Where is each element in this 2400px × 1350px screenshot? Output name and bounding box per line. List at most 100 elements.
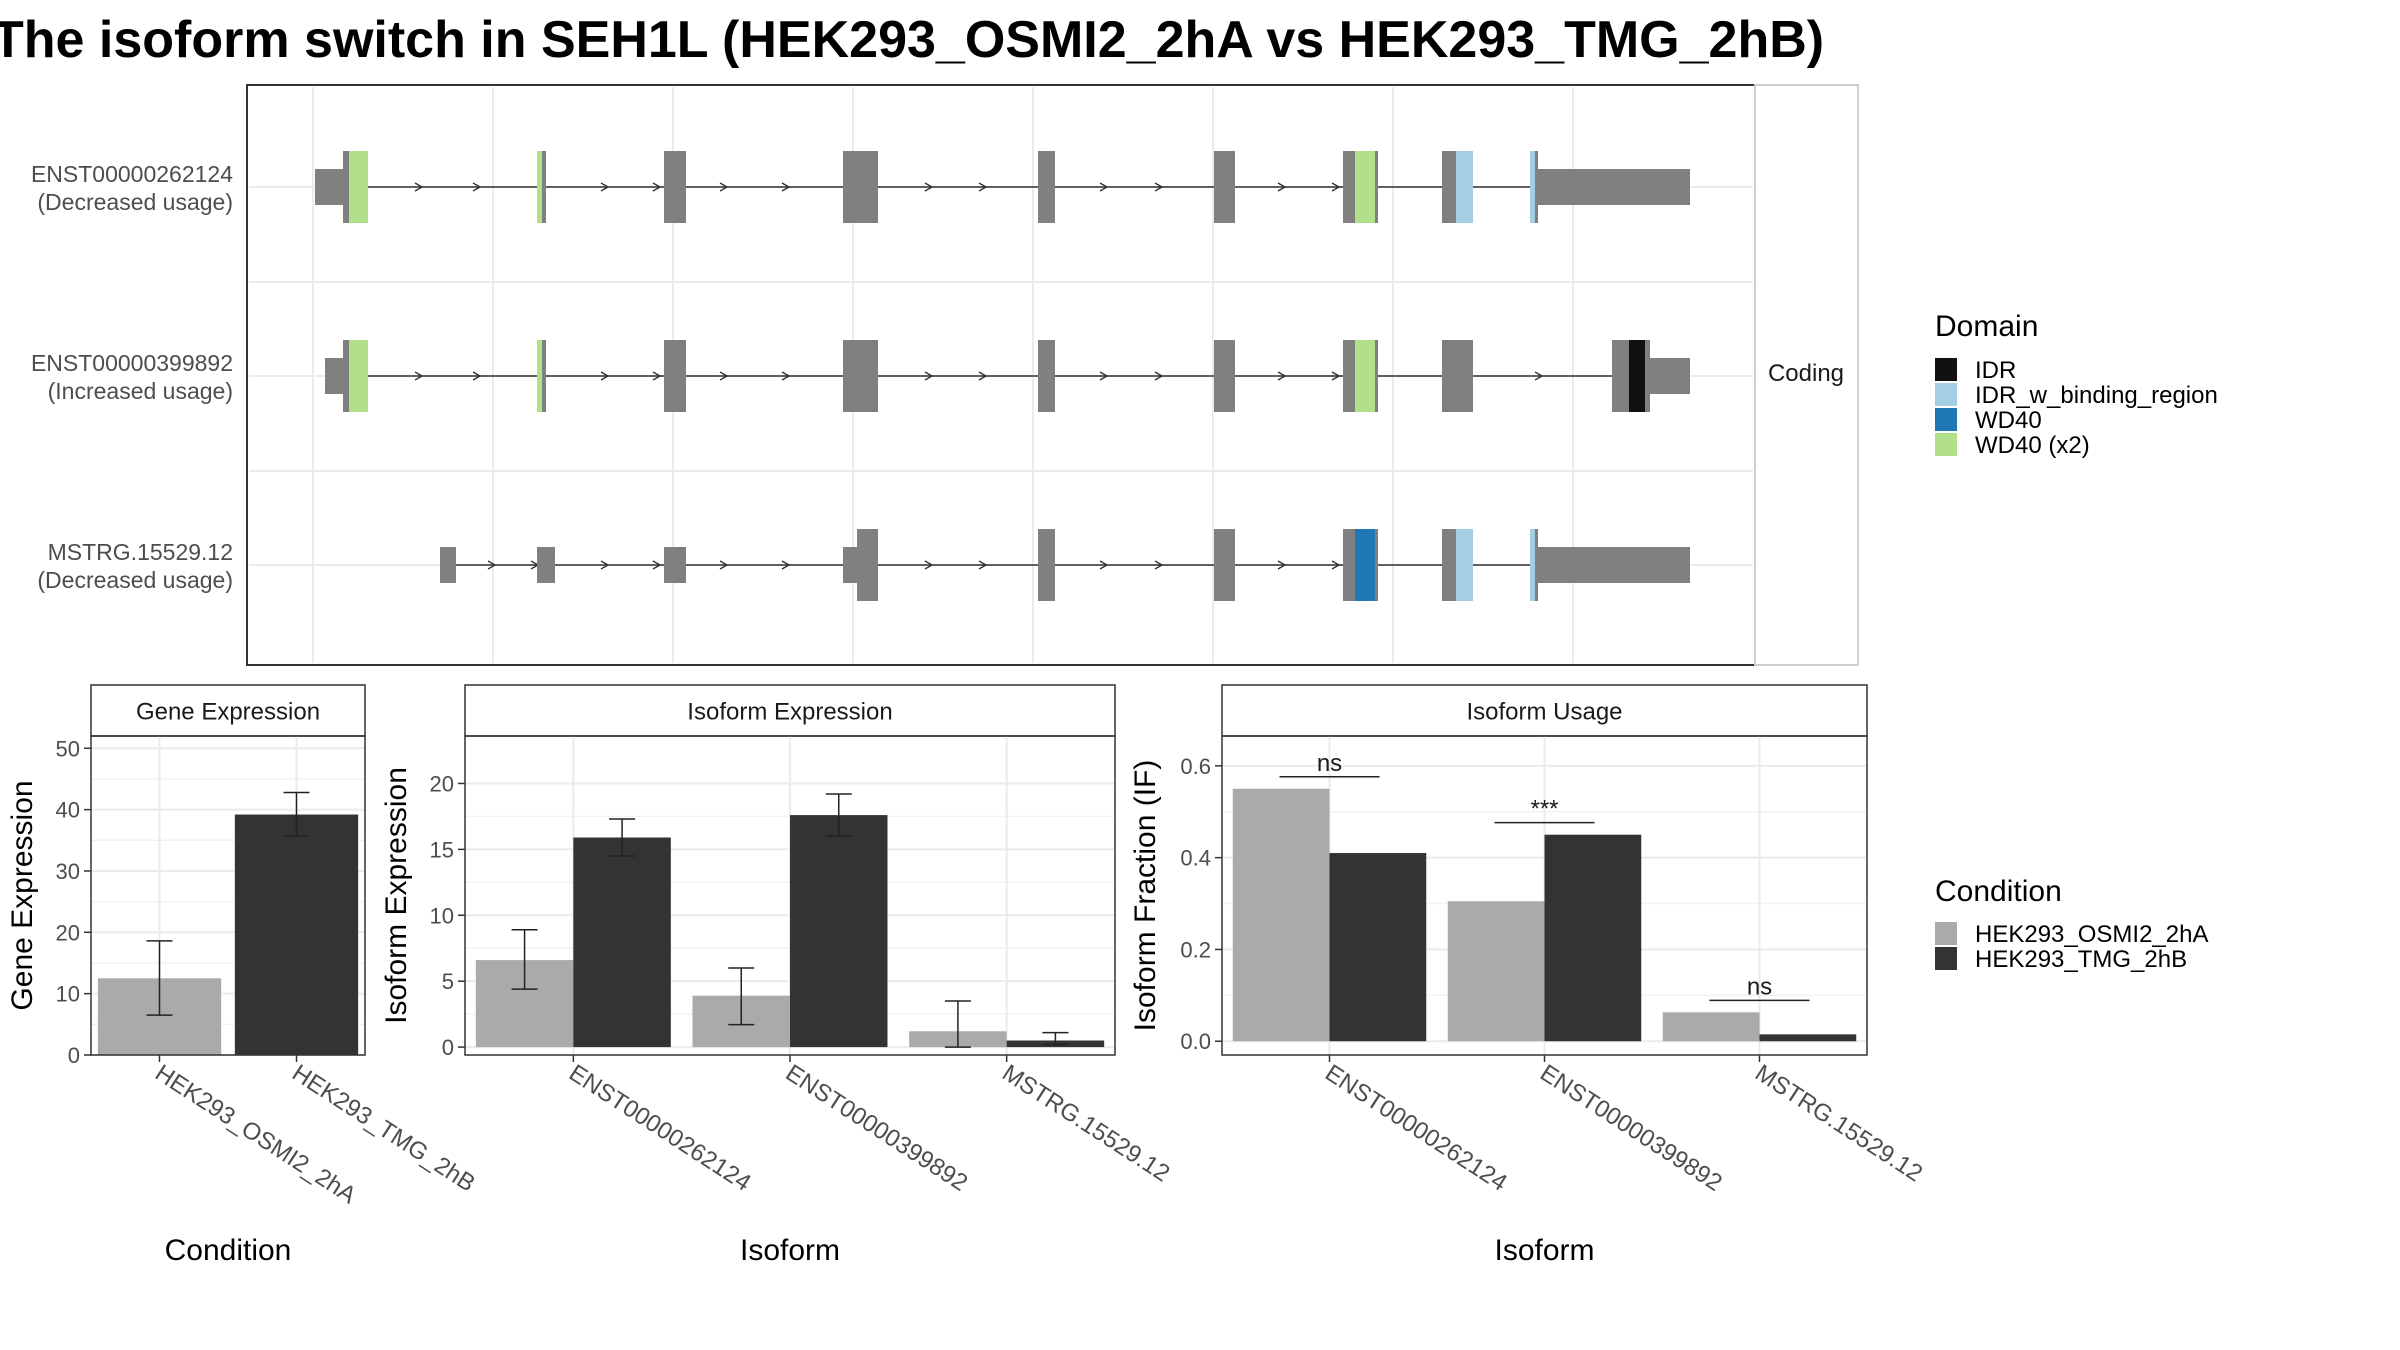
- legend-label: IDR_w_binding_region: [1975, 382, 2218, 409]
- legend-swatch: [1935, 408, 1957, 431]
- intron-arrow: [600, 182, 610, 192]
- y-tick-label: 50: [56, 736, 80, 761]
- intron-arrow: [1277, 560, 1287, 570]
- exon: [843, 340, 878, 412]
- track-usage: (Increased usage): [48, 378, 233, 404]
- y-tick-label: 0.4: [1180, 846, 1211, 871]
- significance-label: ns: [1317, 750, 1342, 777]
- domain-wd40x2: [1355, 151, 1375, 223]
- intron-arrow: [1099, 182, 1109, 192]
- intron-arrow: [1277, 182, 1287, 192]
- intron-arrow: [719, 182, 729, 192]
- exon: [315, 169, 343, 205]
- bar: [790, 815, 888, 1048]
- legend-label: WD40: [1975, 407, 2042, 434]
- bar: [1447, 901, 1545, 1042]
- exon: [1650, 358, 1690, 394]
- intron-arrow: [1099, 371, 1109, 381]
- y-axis-title: Isoform Expression: [380, 767, 413, 1024]
- domain-wd40x2: [349, 340, 368, 412]
- panel-border: [464, 735, 1116, 1056]
- exon: [843, 151, 878, 223]
- panel-strip: [464, 684, 1116, 737]
- intron-arrow: [924, 182, 934, 192]
- track-name: ENST00000262124: [31, 161, 233, 187]
- exon: [440, 547, 456, 583]
- intron-arrow: [414, 371, 424, 381]
- y-tick-label: 30: [56, 859, 80, 884]
- intron-arrow: [1154, 182, 1164, 192]
- exon: [325, 358, 343, 394]
- domain-wd40x2: [349, 151, 368, 223]
- domain-idr_binding: [1456, 151, 1473, 223]
- legend-label: WD40 (x2): [1975, 432, 2090, 459]
- intron-arrow: [487, 560, 497, 570]
- exon: [1442, 340, 1473, 412]
- bar: [1662, 1012, 1760, 1042]
- y-tick-label: 0: [442, 1035, 454, 1060]
- panel-border: [1221, 735, 1868, 1056]
- domain-wd40: [1355, 529, 1375, 601]
- y-tick-label: 5: [442, 969, 454, 994]
- y-tick-label: 40: [56, 798, 80, 823]
- intron-arrow: [600, 371, 610, 381]
- exon: [1214, 340, 1235, 412]
- intron-arrow: [1331, 182, 1341, 192]
- legend-label: IDR: [1975, 357, 2016, 384]
- exon: [537, 547, 555, 583]
- exon: [539, 340, 546, 412]
- intron-arrow: [924, 560, 934, 570]
- y-axis-title: Isoform Fraction (IF): [1129, 760, 1162, 1032]
- y-tick-label: 0: [68, 1043, 80, 1068]
- exon: [664, 547, 686, 583]
- exon: [1538, 169, 1690, 205]
- y-tick-label: 0.6: [1180, 754, 1211, 779]
- exon: [664, 340, 686, 412]
- isoform-usage-panel: Isoform Usage 0.0 0.2 0.4 0.6 ns ENST000002621…: [1129, 684, 1927, 1267]
- track-name: ENST00000399892: [31, 350, 233, 376]
- y-tick-label: 15: [430, 837, 454, 862]
- track-usage: (Decreased usage): [37, 567, 233, 593]
- legend-swatch: [1935, 922, 1957, 945]
- exon: [857, 529, 878, 601]
- bar: [1544, 834, 1642, 1042]
- x-tick-label: MSTRG.15529.12: [1750, 1059, 1927, 1187]
- x-tick-label: MSTRG.15529.12: [997, 1059, 1174, 1187]
- panel-strip: [90, 684, 366, 737]
- intron-arrow: [1154, 560, 1164, 570]
- x-tick-label: ENST00000399892: [1535, 1059, 1727, 1196]
- panel-title: Isoform Expression: [687, 699, 892, 726]
- intron-arrow: [600, 560, 610, 570]
- bar: [234, 814, 359, 1055]
- y-tick-label: 20: [56, 920, 80, 945]
- x-tick-label: ENST00000262124: [564, 1059, 756, 1196]
- legend-title: Domain: [1935, 310, 2038, 343]
- coding-strip-label: Coding: [1768, 360, 1844, 387]
- domain-wd40x2: [537, 151, 542, 223]
- intron-arrow: [1331, 371, 1341, 381]
- track-name: MSTRG.15529.12: [48, 539, 233, 565]
- significance-label: ***: [1530, 796, 1558, 823]
- domain-wd40x2: [537, 340, 542, 412]
- significance-label: ns: [1747, 973, 1772, 1000]
- bar: [1759, 1034, 1857, 1042]
- legend-swatch: [1935, 433, 1957, 456]
- intron-arrow: [472, 182, 482, 192]
- panel-strip: [1221, 684, 1868, 737]
- legend-label: HEK293_OSMI2_2hA: [1975, 921, 2208, 948]
- exon: [1038, 151, 1055, 223]
- exon: [1038, 340, 1055, 412]
- intron-arrow: [652, 560, 662, 570]
- x-axis-title: Condition: [165, 1234, 292, 1267]
- exon: [1538, 547, 1690, 583]
- legend-swatch: [1935, 358, 1957, 381]
- legend-swatch: [1935, 383, 1957, 406]
- domain-idr_binding: [1530, 529, 1535, 601]
- exon: [843, 547, 857, 583]
- intron-arrow: [652, 371, 662, 381]
- y-tick-label: 10: [56, 982, 80, 1007]
- isoform-expression-panel: Isoform Expression 0 5 10 15 20 ENST0000026212…: [380, 684, 1174, 1267]
- exon: [539, 151, 546, 223]
